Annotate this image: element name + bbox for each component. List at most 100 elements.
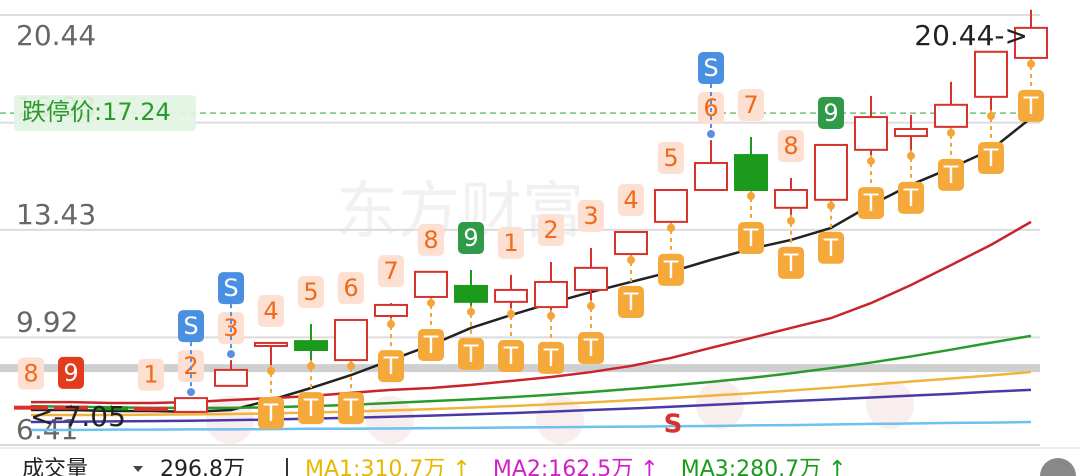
marker-text: S: [223, 274, 238, 302]
marker-box: [298, 275, 324, 308]
candle-body: [934, 103, 968, 128]
marker-box: [818, 96, 844, 129]
candle-body: [454, 284, 488, 303]
marker-text: 8: [423, 226, 438, 254]
marker-text: T: [383, 352, 399, 380]
marker-box: [778, 130, 804, 163]
marker-box: [458, 221, 484, 254]
marker-box: [338, 271, 364, 304]
marker-dot: [387, 320, 395, 329]
marker-text: T: [1023, 92, 1039, 120]
marker-text: 7: [383, 257, 398, 285]
marker-box: [778, 246, 804, 279]
candle-body: [374, 303, 408, 317]
candle-body: [414, 270, 448, 298]
marker-dot: [627, 256, 635, 265]
marker-text: T: [263, 399, 279, 427]
volume-ma: MA3:280.7万 ↑: [681, 457, 847, 476]
candle-body: [694, 162, 728, 192]
candle-body: [814, 143, 848, 201]
marker-text: S: [183, 312, 198, 340]
marker-box: [378, 350, 404, 383]
marker-dot: [667, 223, 675, 232]
marker-box: [978, 142, 1004, 175]
candle-body: [854, 116, 888, 151]
marker-text: 8: [783, 132, 798, 160]
marker-box: [458, 337, 484, 370]
marker-text: 5: [303, 278, 318, 306]
marker-text: 9: [63, 359, 78, 387]
y-tick-label: 9.92: [16, 305, 78, 338]
marker-box: [858, 187, 884, 220]
marker-text: 4: [623, 186, 638, 214]
marker-dot: [467, 307, 475, 316]
marker-text: S: [703, 54, 718, 82]
marker-text: 4: [263, 297, 278, 325]
gesture-hint: [366, 396, 414, 444]
marker-text: 1: [143, 361, 158, 389]
marker-text: T: [343, 394, 359, 422]
volume-value: 296.8万: [160, 457, 245, 476]
marker-box: [698, 52, 724, 85]
marker-text: 9: [823, 99, 838, 127]
candle-body: [534, 280, 568, 309]
volume-bar: [0, 448, 1080, 476]
marker-box: [538, 214, 564, 247]
candle-body: [14, 405, 48, 410]
marker-box: [378, 255, 404, 288]
candle-body: [614, 230, 648, 256]
candle-body: [654, 189, 688, 223]
marker-text: T: [503, 342, 519, 370]
marker-box: [498, 226, 524, 259]
marker-box: [618, 286, 644, 319]
candle-body: [574, 266, 608, 291]
marker-text: T: [943, 161, 959, 189]
marker-dot: [747, 192, 755, 201]
limit-label: 跌停价:17.24: [22, 98, 171, 126]
marker-text: 3: [583, 202, 598, 230]
dropdown-icon[interactable]: [133, 466, 143, 472]
marker-box: [578, 199, 604, 232]
marker-text: T: [303, 394, 319, 422]
marker-text: T: [783, 249, 799, 277]
marker-text: T: [423, 331, 439, 359]
gesture-hint: [536, 396, 584, 444]
fullscreen-button[interactable]: [1040, 458, 1076, 476]
marker-text: 1: [503, 229, 518, 257]
volume-label[interactable]: 成交量: [22, 457, 88, 476]
volume-ma: MA2:162.5万 ↑: [493, 457, 659, 476]
marker-text: 8: [23, 359, 38, 387]
marker-text: 5: [663, 144, 678, 172]
marker-dot: [907, 151, 915, 160]
marker-text: T: [583, 334, 599, 362]
marker-text: T: [983, 144, 999, 172]
marker-dot: [707, 130, 715, 139]
candle-body: [214, 368, 248, 387]
volume-ma: MA1:310.7万 ↑: [305, 457, 471, 476]
marker-dot: [347, 362, 355, 371]
marker-text: T: [823, 234, 839, 262]
marker-box: [58, 356, 84, 389]
marker-box: [258, 397, 284, 430]
marker-dot: [427, 298, 435, 307]
candle-body: [774, 189, 808, 209]
marker-text: T: [743, 224, 759, 252]
marker-box: [538, 341, 564, 374]
gesture-hint: [866, 381, 914, 429]
candle-body: [174, 397, 208, 413]
marker-box: [898, 181, 924, 214]
marker-dot: [187, 388, 195, 397]
marker-box: [258, 294, 284, 327]
y-tick-label: 20.44: [16, 19, 96, 52]
marker-box: [418, 223, 444, 256]
marker-text: T: [903, 184, 919, 212]
plot: 6.419.9213.4316.9320.44跌停价:17.2489123456…: [0, 9, 1048, 446]
marker-box: [418, 328, 444, 361]
candle-body: [974, 50, 1008, 98]
y-tick-label: 13.43: [16, 198, 96, 231]
marker-dot: [827, 201, 835, 210]
marker-box: [138, 358, 164, 391]
ma-line: [30, 388, 1032, 424]
candle-body: [494, 288, 528, 303]
